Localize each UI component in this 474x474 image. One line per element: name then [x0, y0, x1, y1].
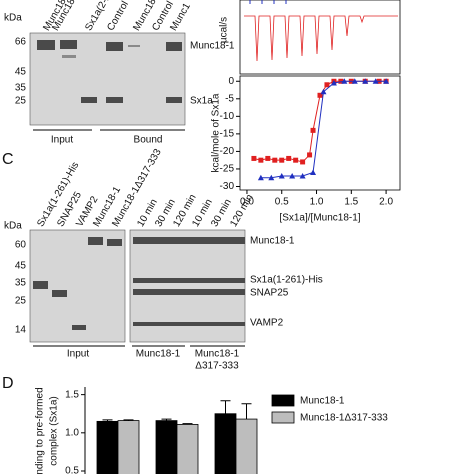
- fit-line: [260, 80, 387, 179]
- legend-label: Munc18-1Δ317-333: [300, 413, 388, 424]
- band-label: Sx1a(1-261)-His: [250, 275, 323, 286]
- point: [251, 155, 257, 161]
- point: [293, 157, 299, 163]
- y-tick-label: 0: [228, 76, 234, 87]
- y-axis-label: nding to pre-formed: [35, 387, 46, 474]
- point: [299, 172, 306, 179]
- group-label: Munc18-1: [136, 349, 181, 360]
- y-tick-label: -25: [220, 164, 235, 175]
- lane-label: Control: [105, 0, 131, 33]
- gel-bands: [37, 40, 182, 103]
- axis-label: µcal/s: [219, 17, 230, 43]
- point: [272, 157, 278, 163]
- band-label: Sx1a: [190, 96, 213, 107]
- point: [310, 169, 317, 175]
- band-label: VAMP2: [250, 318, 284, 329]
- point: [383, 78, 390, 84]
- y-tick-label: -30: [220, 181, 235, 192]
- bar: [235, 418, 258, 474]
- band-label: Munc18-1: [190, 41, 235, 52]
- error-bar: [220, 400, 231, 414]
- panel-letter: C: [2, 151, 14, 168]
- point: [258, 157, 264, 163]
- marker-label: 25: [15, 296, 27, 307]
- point: [351, 78, 358, 84]
- group-label: Δ317-333: [195, 361, 239, 372]
- point: [338, 78, 344, 84]
- group-label: Munc18-1: [195, 349, 240, 360]
- plot-frame: [239, 75, 401, 191]
- bar: [176, 424, 199, 474]
- group-label: Input: [67, 349, 89, 360]
- marker-label: 35: [15, 83, 27, 94]
- group-label: Input: [51, 135, 73, 146]
- marker-label: 14: [15, 325, 27, 336]
- point: [320, 88, 327, 95]
- bar: [214, 413, 237, 474]
- x-tick-label: 1.5: [344, 197, 358, 208]
- itc-trace: [244, 15, 398, 62]
- legend-swatch: [271, 411, 295, 424]
- point: [257, 174, 264, 181]
- band-label: Munc18-1: [250, 236, 295, 247]
- point: [307, 152, 313, 158]
- point: [324, 82, 330, 88]
- y-tick-label: 1.5: [65, 389, 79, 400]
- gel-bands: [33, 237, 245, 330]
- x-tick-label: 2.0: [379, 197, 393, 208]
- kda-label: kDa: [4, 221, 22, 232]
- point: [372, 78, 379, 84]
- marker-label: 45: [15, 261, 27, 272]
- point: [265, 155, 271, 161]
- x-tick-label: 1.0: [310, 197, 324, 208]
- point: [317, 92, 323, 98]
- y-tick-label: -20: [220, 146, 235, 157]
- point: [286, 155, 292, 161]
- x-tick-label: 0.0: [240, 197, 254, 208]
- error-bar: [102, 419, 113, 422]
- legend-swatch: [271, 394, 295, 407]
- y-tick-label: 0.5: [65, 466, 79, 474]
- marker-label: 25: [15, 96, 27, 107]
- y-tick-label: 1.0: [65, 427, 79, 438]
- itc-raw-frame: [239, 0, 401, 75]
- marker-label: 35: [15, 278, 27, 289]
- bar: [96, 420, 119, 474]
- point: [289, 172, 296, 179]
- marker-label: 45: [15, 67, 27, 78]
- error-bar: [123, 419, 134, 421]
- error-bar: [182, 423, 193, 425]
- point: [278, 172, 285, 179]
- point: [268, 174, 275, 181]
- point: [279, 157, 285, 163]
- point: [330, 80, 337, 86]
- y-axis-label: complex (Sx1a): [49, 396, 60, 465]
- kda-label: kDa: [4, 13, 22, 24]
- error-bar: [161, 418, 172, 421]
- point: [341, 78, 348, 84]
- y-tick-label: -15: [220, 129, 235, 140]
- point: [362, 78, 369, 84]
- error-bar: [241, 403, 252, 420]
- marker-label: 60: [15, 240, 27, 251]
- bar: [117, 420, 140, 474]
- legend-label: Munc18-1: [300, 396, 345, 407]
- point: [310, 127, 316, 133]
- band-label: SNAP25: [250, 288, 289, 299]
- y-tick-label: -10: [220, 111, 235, 122]
- group-label: Bound: [134, 135, 163, 146]
- y-tick-label: -5: [225, 93, 234, 104]
- y-axis-label: kcal/mole of Sx1a: [211, 93, 222, 172]
- x-axis-label: [Sx1a]/[Munc18-1]: [279, 213, 360, 224]
- point: [300, 159, 306, 165]
- x-tick-label: 0.5: [275, 197, 289, 208]
- panel-letter: D: [2, 375, 14, 392]
- itc-trace: [249, 0, 287, 4]
- marker-label: 66: [15, 37, 27, 48]
- bar: [155, 420, 178, 474]
